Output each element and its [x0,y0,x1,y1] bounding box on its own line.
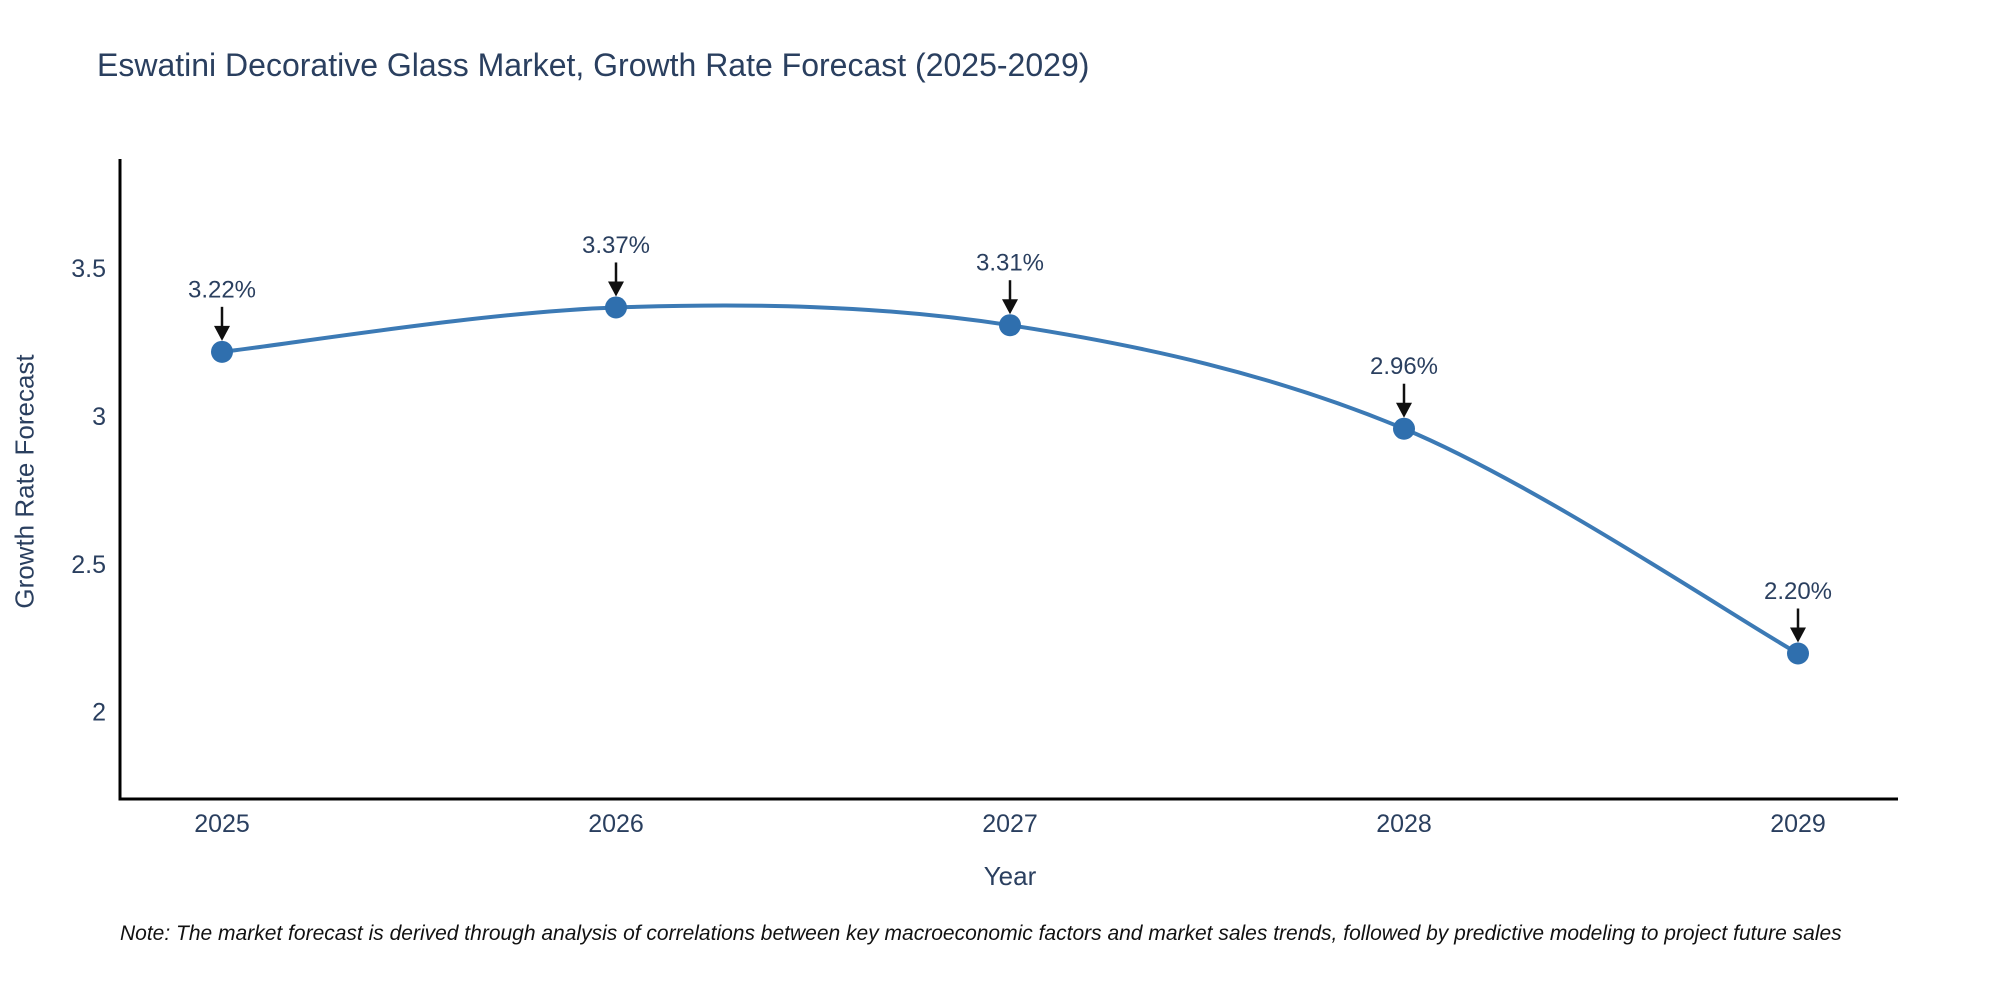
y-tick-label: 3.5 [71,255,106,283]
data-point-label: 2.96% [1370,353,1438,380]
footnote: Note: The market forecast is derived thr… [120,922,1842,945]
forecast-line [220,303,1800,656]
data-point [1393,417,1415,440]
data-point [999,314,1021,337]
x-tick-label: 2027 [982,810,1038,838]
chart-title: Eswatini Decorative Glass Market, Growth… [97,47,1090,83]
data-point [605,296,627,319]
x-tick-label: 2029 [1770,810,1826,838]
annotation-arrowhead [1790,627,1806,643]
x-axis-title: Year [983,861,1037,891]
annotation-arrowhead [1396,402,1412,418]
y-tick-label: 2 [92,699,106,727]
data-point-label: 2.20% [1764,578,1832,605]
data-point-label: 3.31% [976,250,1044,277]
x-tick-label: 2025 [194,810,250,838]
data-point [211,340,233,363]
annotation-arrowhead [608,281,624,297]
data-point-label: 3.22% [188,276,256,303]
x-tick-label: 2028 [1376,810,1432,838]
data-point-label: 3.37% [582,232,650,259]
y-tick-label: 3 [92,403,106,431]
x-tick-label: 2026 [588,810,644,838]
data-point [1787,642,1809,665]
annotation-arrowhead [214,325,230,341]
y-axis-title: Growth Rate Forecast [9,354,40,609]
annotation-arrowhead [1002,299,1018,315]
y-tick-label: 2.5 [71,551,106,579]
